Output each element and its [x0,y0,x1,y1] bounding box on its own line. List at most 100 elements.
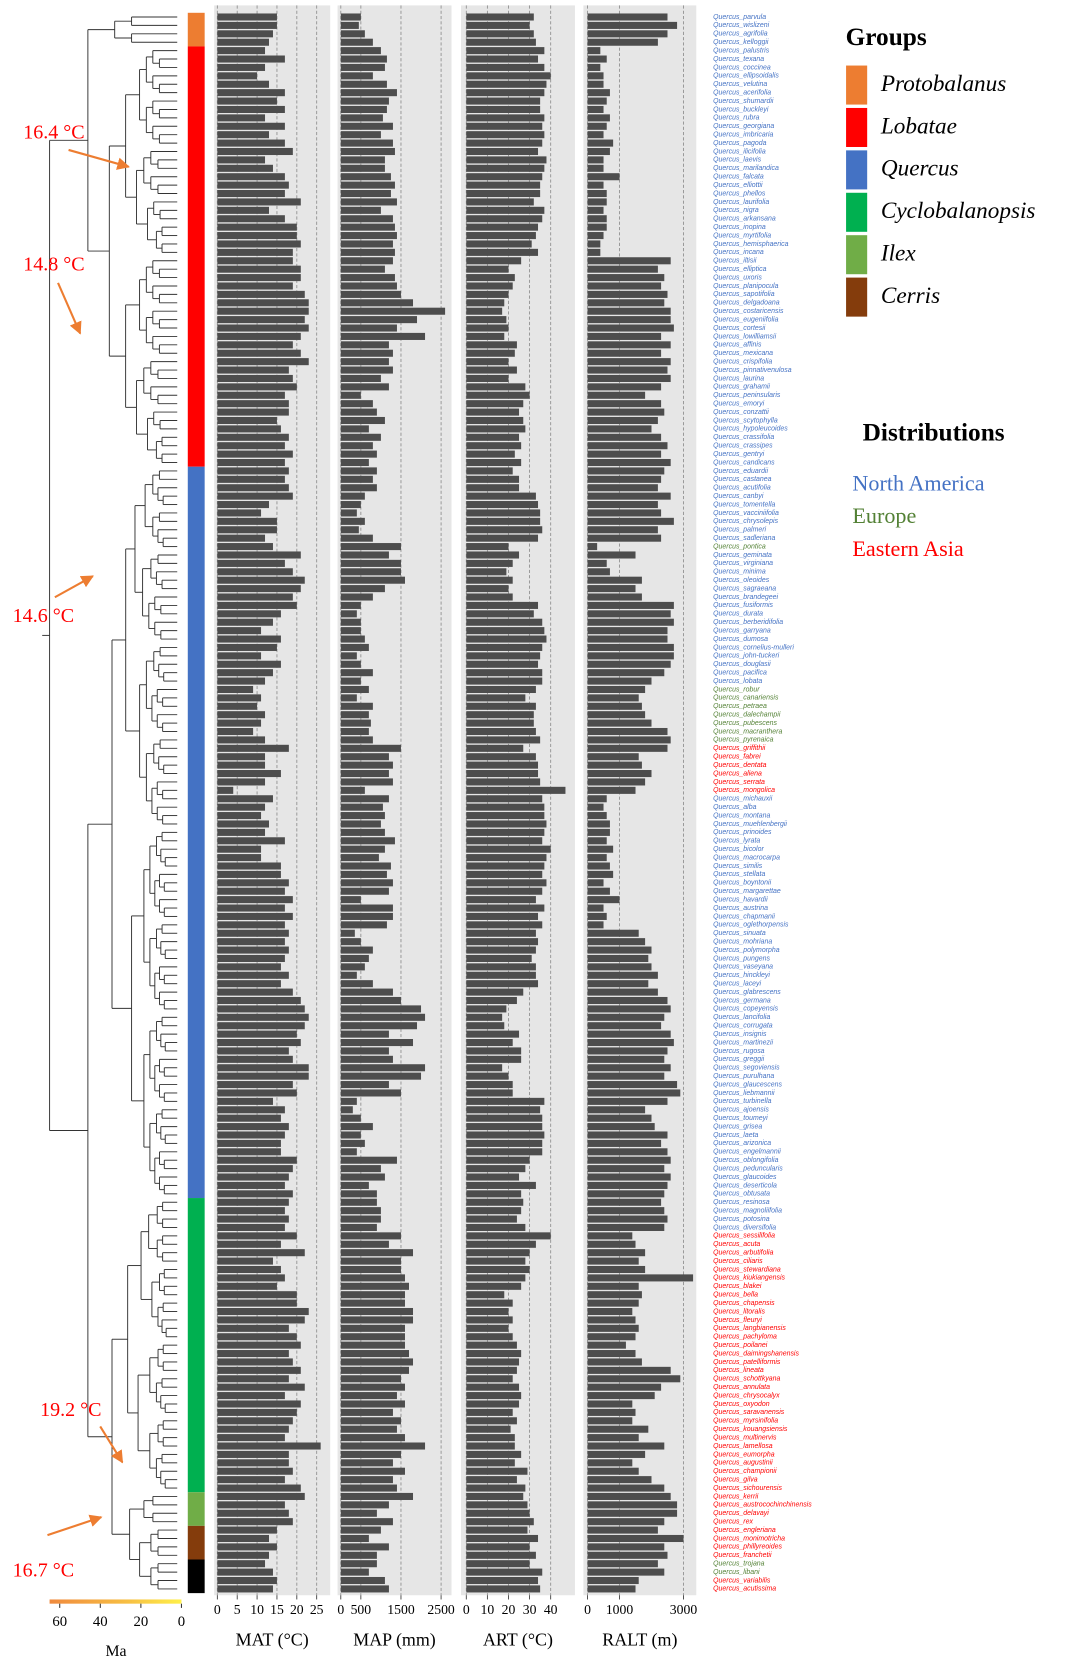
species-label: Quercus_candicans [713,459,775,466]
x-tick-label: 60 [52,1614,67,1630]
bar [217,13,277,21]
bar [340,904,393,912]
bar [466,1072,509,1080]
bar [587,38,658,46]
bar [466,38,536,46]
species-label: Quercus_arbutifolia [713,1250,773,1257]
bar [587,1341,626,1349]
bar [587,1484,665,1492]
species-label: Quercus_arizonica [713,1140,771,1147]
bar [340,862,391,870]
bar [466,694,526,702]
bar [587,1459,633,1467]
bar [340,601,361,609]
species-label: Quercus_lobata [713,678,762,685]
bar [217,89,285,97]
bar [340,1526,381,1534]
bar [466,1097,545,1105]
bar [217,97,277,105]
bar [587,610,671,618]
bar [466,1123,543,1131]
bar [587,517,674,525]
bar [587,526,658,534]
bar [587,484,658,492]
bar [466,568,507,576]
bar [587,1005,671,1013]
species-label: Quercus_grahamii [713,384,770,391]
bar [217,433,289,441]
species-label: Quercus_insignis [713,1031,767,1038]
bar [340,1039,414,1047]
species-label: Quercus_sapotifolia [713,291,775,298]
bar [466,795,543,803]
species-label: Quercus_obtusata [713,1191,770,1198]
species-label: Quercus_kerrii [713,1493,759,1500]
bar [217,770,281,778]
species-label: Quercus_fleuryi [713,1317,762,1324]
bar [587,131,604,139]
bar [587,1173,671,1181]
species-label: Quercus_arkansana [713,216,776,223]
bar [466,870,543,878]
bar [340,89,397,97]
species-label: Quercus_dentata [713,762,766,769]
bar [217,1383,305,1391]
bar [466,114,545,122]
bar [466,1560,530,1568]
bar [466,1022,505,1030]
bar [340,156,385,164]
bar [466,324,509,332]
bar [466,173,543,181]
species-label: Quercus_schottkyana [713,1376,780,1383]
bar [587,181,604,189]
bar [587,408,665,416]
bar [217,854,262,862]
bar [340,290,401,298]
bar [587,912,607,920]
bar [217,627,262,635]
bar [466,753,536,761]
bar [340,1442,426,1450]
bar [587,954,649,963]
species-label: Quercus_annulata [713,1384,770,1391]
bar [217,1400,301,1408]
bar [466,265,509,273]
bar [340,1274,405,1282]
bar [340,30,365,38]
species-label: Quercus_cortesii [713,325,766,332]
x-tick-label: 0 [214,1602,221,1617]
bar [466,736,541,744]
bar [340,837,395,845]
bar [587,1442,665,1450]
bar [587,442,668,450]
bar [340,1501,389,1509]
bar [466,433,520,441]
bar [587,307,671,315]
bar [587,1324,639,1332]
bar [340,803,383,811]
bar [466,669,543,677]
annotation-arrow [47,1514,103,1537]
bar [340,400,373,408]
bar [466,1509,530,1517]
bar [340,164,385,172]
bar [466,627,545,635]
bar [466,257,522,265]
annotation: 16.7 °C [13,1560,74,1582]
legend-swatch [846,107,868,147]
species-label: Quercus_oblongifolia [713,1157,778,1164]
bar [466,1165,526,1173]
bar [587,1114,652,1122]
bar [466,711,534,719]
species-label: Quercus_oxyodon [713,1401,770,1408]
bar [340,828,385,836]
bar [466,1207,522,1215]
species-label: Quercus_pachyloma [713,1334,777,1341]
bar [217,1450,289,1458]
species-label: Quercus_patelliformis [713,1359,781,1366]
bar [587,685,646,694]
bar [340,1123,373,1131]
bar [340,1072,422,1080]
bar [466,1190,522,1198]
x-tick-label: 0 [178,1614,185,1630]
